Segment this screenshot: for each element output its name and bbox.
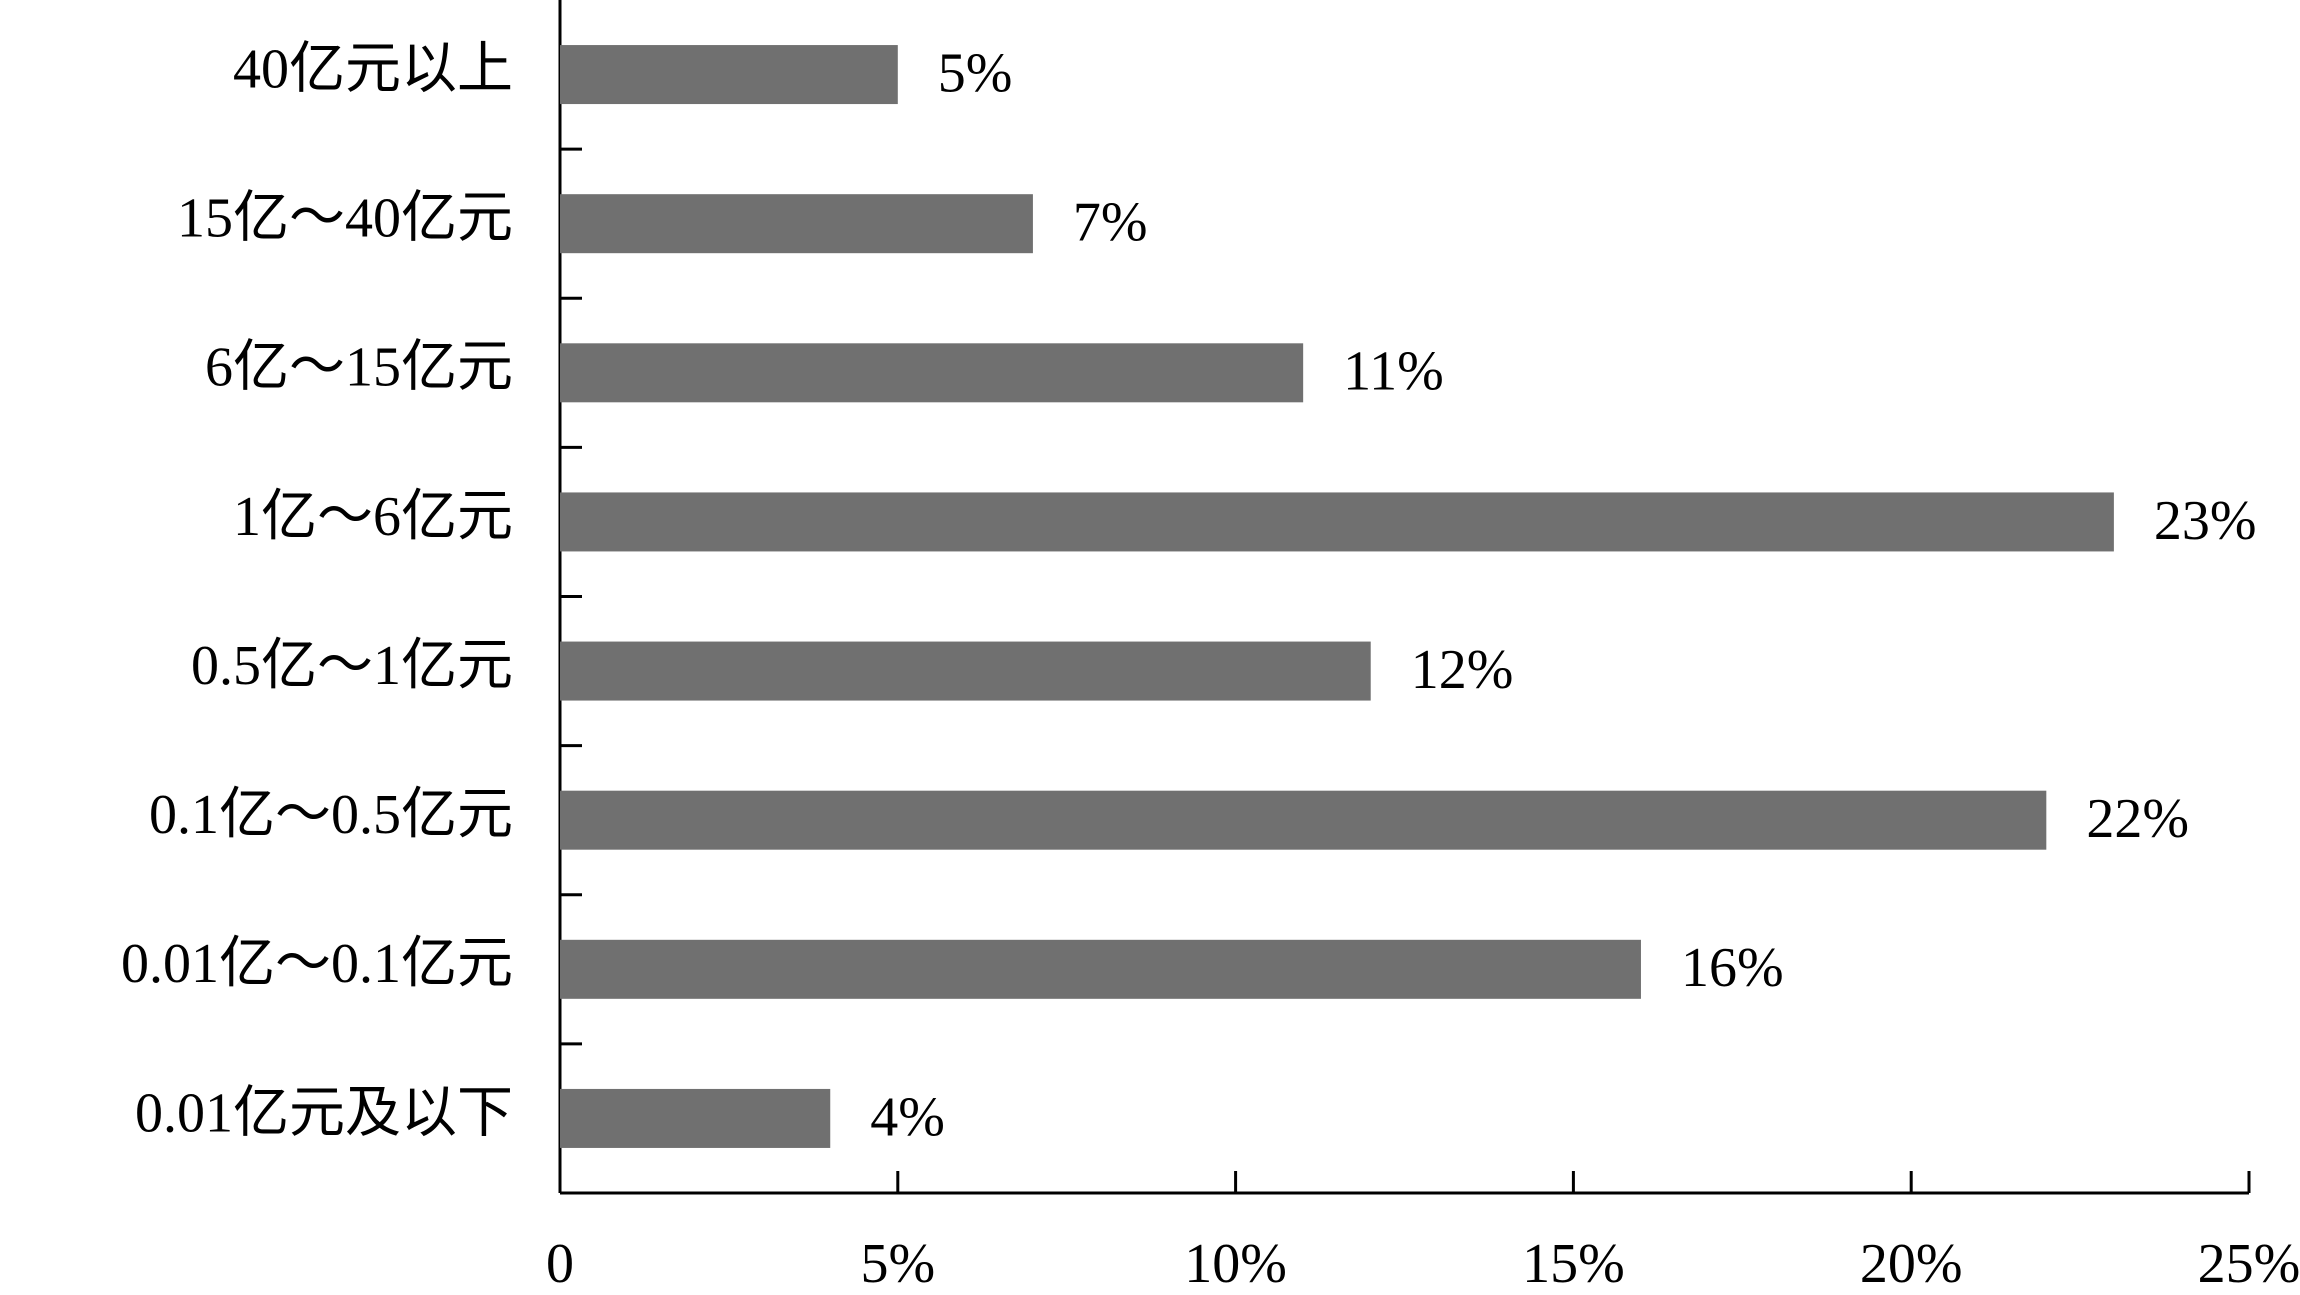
y-tick-label: 1亿～6亿元 <box>233 486 513 548</box>
y-tick-label: 6亿～15亿元 <box>205 337 513 399</box>
data-label: 16% <box>1681 937 1784 999</box>
data-label: 7% <box>1073 192 1148 254</box>
y-tick-label: 0.5亿～1亿元 <box>191 635 513 697</box>
y-tick-label: 40亿元以上 <box>233 38 513 100</box>
x-tick-label: 10% <box>1184 1233 1287 1295</box>
bar <box>560 492 2114 552</box>
y-tick-label: 0.01亿元及以下 <box>135 1082 513 1144</box>
bar <box>560 939 1641 999</box>
data-label: 5% <box>938 42 1013 104</box>
x-tick-label: 25% <box>2198 1233 2300 1295</box>
y-tick-label: 0.1亿～0.5亿元 <box>149 784 513 846</box>
bar <box>560 641 1371 701</box>
bar <box>560 194 1033 254</box>
bar <box>560 45 898 105</box>
data-label: 12% <box>1411 639 1514 701</box>
x-tick-label: 15% <box>1522 1233 1625 1295</box>
x-tick-label: 20% <box>1860 1233 1963 1295</box>
y-tick-label: 15亿～40亿元 <box>177 188 513 250</box>
x-tick-label: 0 <box>546 1233 574 1295</box>
bar <box>560 1088 831 1148</box>
y-tick-label: 0.01亿～0.1亿元 <box>121 933 513 995</box>
data-label: 23% <box>2154 490 2257 552</box>
data-label: 4% <box>870 1086 945 1148</box>
bar <box>560 790 2047 850</box>
x-tick-label: 5% <box>860 1233 935 1295</box>
data-label: 22% <box>2086 788 2189 850</box>
bar <box>560 343 1304 403</box>
data-label: 11% <box>1343 341 1444 403</box>
